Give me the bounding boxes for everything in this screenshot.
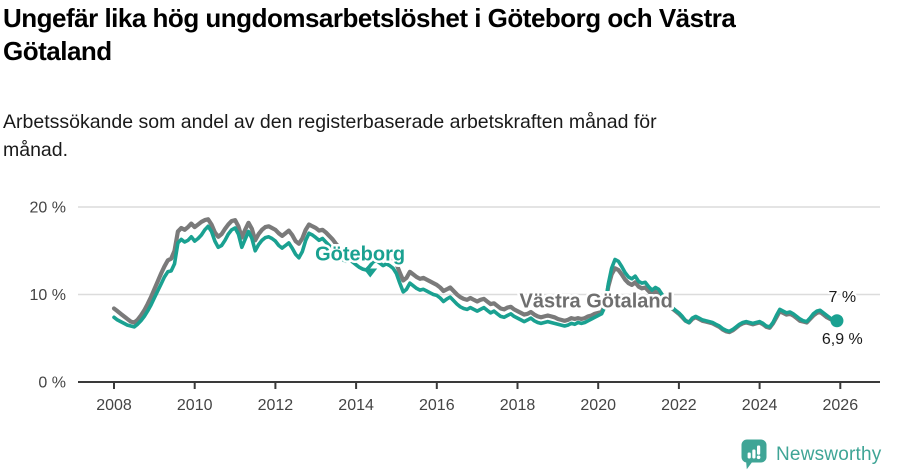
- chart-subtitle: Arbetssökande som andel av den registerb…: [3, 111, 657, 162]
- line-v-stra-g-taland: [111, 217, 839, 335]
- end-value-annotation: 7 %: [829, 289, 857, 306]
- newsworthy-logo: Newsworthy: [740, 438, 881, 471]
- x-tick-label: 2020: [580, 397, 616, 414]
- x-tick-label: 2010: [177, 397, 213, 414]
- series-lines: [111, 217, 844, 335]
- end-point-dot: [830, 314, 844, 328]
- series-labels: Västra Götaland Göteborg 7 % 6,9 %: [313, 241, 865, 350]
- label-g-teborg: Göteborg: [315, 243, 405, 265]
- end-value-annotation: 6,9 %: [822, 331, 863, 348]
- bar-chart-bubble-icon: [741, 439, 767, 470]
- x-tick-label: 2012: [258, 397, 294, 414]
- x-tick-label: 2022: [661, 397, 697, 414]
- line-g-teborg: [112, 224, 839, 334]
- x-tick-label: 2026: [823, 397, 859, 414]
- x-tick-label: 2018: [500, 397, 536, 414]
- unemployment-line-chart: 0 % 10 % 20 % Västra Götaland Göteborg 7 % 6,…: [30, 200, 880, 414]
- x-tick-label: 2024: [742, 397, 778, 414]
- label-pointer-triangle: [363, 268, 378, 278]
- x-tick-label: 2016: [419, 397, 455, 414]
- label-v-stra-g-taland: Västra Götaland: [519, 291, 672, 313]
- x-axis: 2008 2010 2012 2014 2016 2018 2020 2022 2024 2026: [78, 381, 880, 414]
- y-tick-label: 20 %: [30, 200, 66, 217]
- gridlines: 0 % 10 % 20 %: [30, 200, 880, 392]
- brand-name: Newsworthy: [776, 443, 882, 465]
- chart-title: Ungefär lika hög ungdomsarbetslöshet i G…: [3, 3, 736, 67]
- x-tick-label: 2014: [338, 397, 374, 414]
- y-tick-label: 0 %: [38, 375, 66, 392]
- x-tick-label: 2008: [96, 397, 132, 414]
- y-tick-label: 10 %: [30, 287, 66, 304]
